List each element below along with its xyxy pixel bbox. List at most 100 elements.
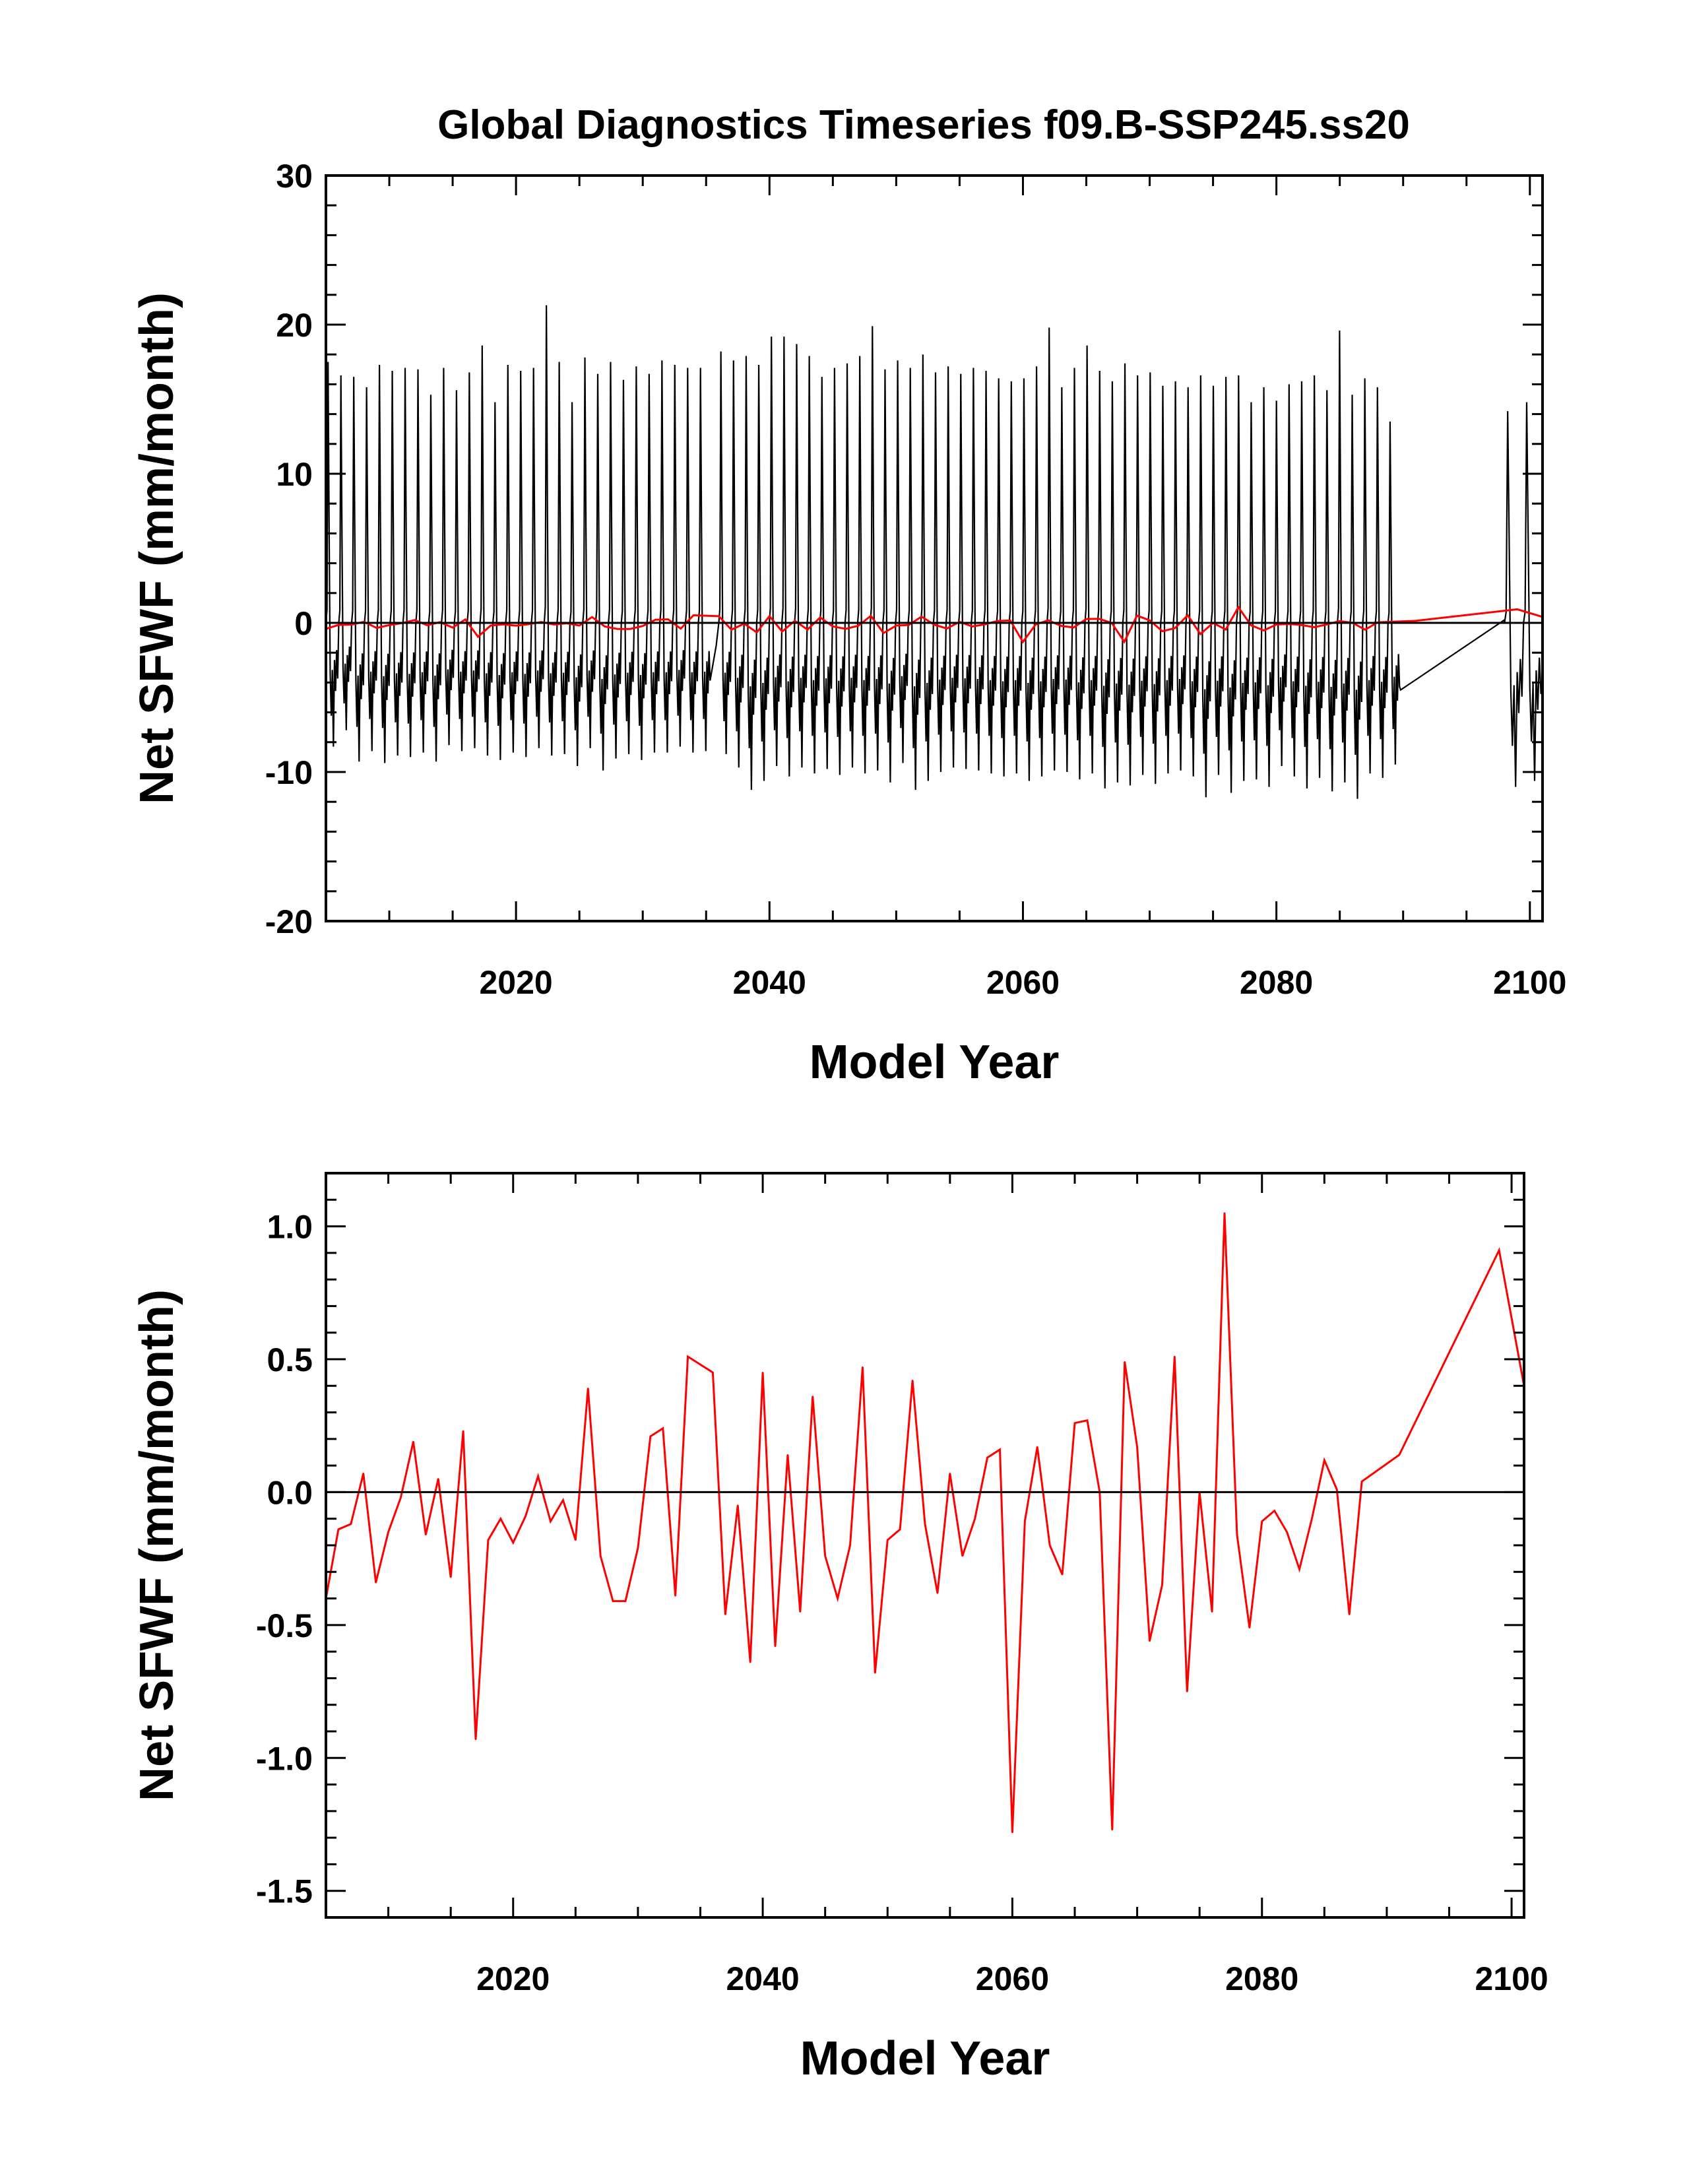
annual-data-point [649, 1435, 652, 1438]
annual-data-point [1398, 1454, 1401, 1456]
annual-timeseries-panel: -1.5 -1.0 -0.5 0.0 0.5 1.0 2020 2040 2060 2080 210… [131, 1172, 1548, 2085]
top-y-tick-label: 30 [276, 158, 313, 195]
annual-overlay-group [325, 605, 1543, 644]
annual-data-point [1273, 1510, 1275, 1512]
annual-data-point [512, 1541, 514, 1544]
annual-data-point [1261, 1520, 1263, 1522]
annual-data-point [1048, 1544, 1051, 1547]
annual-data-point [761, 1371, 764, 1374]
top-axes: -20 -10 0 10 20 30 2020 2040 2060 2080 2100 Model Y… [131, 158, 1566, 1089]
annual-data-point [924, 1523, 926, 1525]
top-x-tick-label: 2100 [1493, 964, 1566, 1001]
annual-data-point [562, 1499, 564, 1501]
bottom-plot-frame [325, 1172, 1525, 1919]
annual-data-point [949, 1473, 951, 1475]
monthly-series-group [325, 305, 1542, 799]
annual-data-point [350, 1523, 352, 1525]
annual-data-point [1149, 1640, 1151, 1642]
annual-data-point [337, 1528, 340, 1531]
annual-data-point [824, 1555, 826, 1557]
annual-data-point [724, 1613, 726, 1615]
annual-data-point [687, 1355, 689, 1358]
annual-data-point [1248, 1626, 1251, 1629]
top-plot-frame [325, 174, 1544, 922]
monthly-series-line [325, 305, 1542, 799]
annual-data-point [1211, 1611, 1213, 1613]
bottom-y-tick-label: 1.0 [267, 1209, 313, 1246]
bottom-y-tick-label: 0.0 [267, 1474, 313, 1511]
annual-data-point [487, 1539, 490, 1541]
annual-data-point [375, 1582, 377, 1584]
annual-data-point [1311, 1518, 1313, 1520]
annual-data-point [812, 1396, 813, 1397]
annual-data-point [712, 1371, 714, 1374]
bottom-x-axis-label: Model Year [800, 2032, 1050, 2085]
annual-data-point [1036, 1446, 1038, 1448]
chart-title: Global Diagnostics Timeseries f09.B-SSP2… [437, 102, 1410, 148]
annual-data-point [1086, 1419, 1089, 1421]
annual-data-point [474, 1738, 477, 1741]
annual-data-point [624, 1600, 627, 1602]
annual-series-group [325, 1212, 1525, 1834]
annual-data-point [911, 1380, 914, 1382]
bottom-x-tick-label: 2060 [976, 1960, 1049, 1997]
annual-data-point [737, 1504, 739, 1506]
bottom-x-tick-label: 2040 [726, 1960, 799, 1997]
monthly-timeseries-panel: -20 -10 0 10 20 30 2020 2040 2060 2080 2100 Model Y… [131, 158, 1566, 1089]
bottom-x-tick-label: 2080 [1225, 1960, 1298, 1997]
annual-data-point [1186, 1690, 1188, 1692]
top-x-axis-label: Model Year [810, 1036, 1060, 1089]
annual-data-point [362, 1473, 364, 1475]
annual-data-point [1124, 1361, 1126, 1363]
annual-data-point [1161, 1584, 1163, 1586]
annual-data-point [1498, 1249, 1500, 1252]
bottom-axes: -1.5 -1.0 -0.5 0.0 0.5 1.0 2020 2040 2060 2080 210… [131, 1172, 1548, 2085]
annual-data-point [674, 1595, 676, 1597]
annual-data-point [537, 1475, 539, 1477]
top-y-tick-label: 20 [276, 307, 313, 344]
annual-data-point [974, 1518, 976, 1520]
annual-data-point [437, 1478, 439, 1480]
bottom-y-tick-label: -1.0 [256, 1740, 313, 1777]
annual-data-point [936, 1592, 939, 1594]
top-y-tick-label: 10 [276, 456, 313, 493]
top-x-tick-label: 2040 [733, 964, 806, 1001]
annual-data-point [412, 1440, 414, 1443]
annual-data-point [387, 1531, 389, 1533]
annual-data-point [1111, 1828, 1113, 1831]
annual-data-point [550, 1520, 552, 1522]
top-y-axis-label: Net SFWF (mm/month) [131, 292, 183, 804]
annual-data-point [525, 1515, 526, 1517]
annual-data-point [862, 1366, 864, 1368]
annual-data-point [599, 1555, 602, 1557]
annual-data-point [837, 1597, 839, 1599]
annual-data-point [874, 1672, 876, 1674]
bottom-y-tick-label: 0.5 [267, 1341, 313, 1378]
annual-data-point [774, 1645, 777, 1648]
annual-series-line [325, 1213, 1525, 1833]
top-y-tick-label: -10 [265, 754, 313, 791]
top-y-tick-label: 0 [294, 605, 313, 642]
top-x-tick-label: 2080 [1240, 964, 1313, 1001]
annual-data-point [887, 1539, 889, 1541]
annual-data-point [1298, 1568, 1300, 1570]
annual-data-point [449, 1576, 452, 1578]
annual-data-point [1136, 1446, 1138, 1448]
annual-data-point [575, 1539, 577, 1541]
annual-data-point [1073, 1422, 1076, 1424]
annual-data-point [1336, 1489, 1338, 1491]
annual-data-point [1348, 1613, 1351, 1615]
bottom-x-tick-label: 2100 [1475, 1960, 1548, 1997]
annual-data-point [499, 1518, 502, 1520]
annual-data-point [1286, 1531, 1288, 1533]
annual-data-point [961, 1555, 963, 1557]
annual-data-point [986, 1456, 988, 1459]
top-y-tick-label: -20 [265, 903, 313, 940]
annual-data-point [612, 1600, 614, 1602]
annual-data-point [1024, 1520, 1026, 1522]
annual-data-point [1223, 1212, 1226, 1214]
annual-data-point [799, 1611, 802, 1613]
annual-data-point [999, 1448, 1001, 1451]
annual-data-point [1061, 1574, 1064, 1576]
